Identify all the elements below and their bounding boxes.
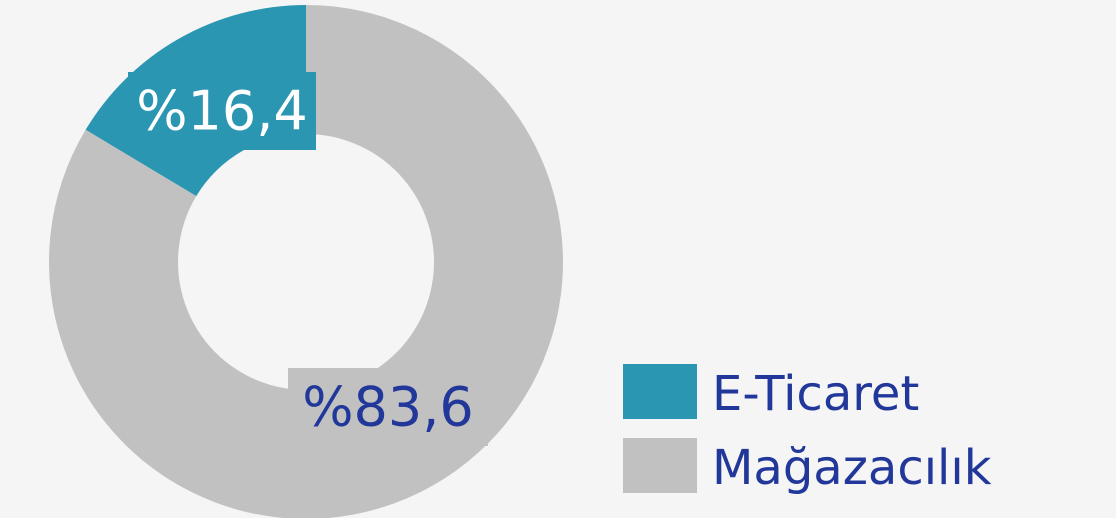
data-label: %16,4 (136, 80, 308, 143)
data-label: %83,6 (302, 376, 474, 439)
legend-swatch (623, 438, 697, 493)
legend-label: E-Ticaret (712, 366, 919, 422)
legend-label: Mağazacılık (712, 440, 992, 496)
legend-swatch (623, 364, 697, 419)
label-background (288, 368, 488, 446)
label-background (128, 72, 316, 150)
